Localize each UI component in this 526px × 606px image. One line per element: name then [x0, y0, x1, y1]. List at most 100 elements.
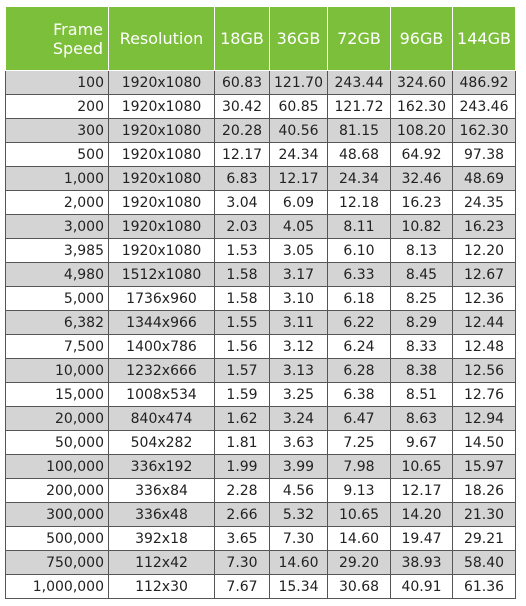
resolution-cell: 1232x666 — [108, 358, 215, 383]
record-time-cell: 1.81 — [214, 430, 270, 455]
record-time-cell: 12.76 — [452, 382, 516, 407]
table-row: 2,000 1920x1080 3.04 6.09 12.18 16.23 24.35 — [5, 190, 516, 215]
record-time-cell: 6.24 — [327, 334, 391, 359]
record-time-cell: 6.10 — [327, 238, 391, 263]
resolution-cell: 1512x1080 — [108, 262, 215, 287]
frame-speed-cell: 2,000 — [5, 190, 109, 215]
record-time-cell: 9.13 — [327, 478, 391, 503]
record-time-cell: 40.56 — [269, 118, 328, 143]
table-row: 20,000 840x474 1.62 3.24 6.47 8.63 12.94 — [5, 406, 516, 431]
resolution-cell: 1920x1080 — [108, 166, 215, 191]
record-time-cell: 3.99 — [269, 454, 328, 479]
record-time-cell: 6.33 — [327, 262, 391, 287]
record-time-cell: 2.28 — [214, 478, 270, 503]
record-time-cell: 32.46 — [390, 166, 453, 191]
record-time-cell: 8.25 — [390, 286, 453, 311]
record-time-cell: 3.17 — [269, 262, 328, 287]
record-time-cell: 40.91 — [390, 574, 453, 599]
record-time-cell: 6.38 — [327, 382, 391, 407]
record-time-cell: 14.20 — [390, 502, 453, 527]
record-time-cell: 48.69 — [452, 166, 516, 191]
col-144gb-header: 144GB — [452, 6, 516, 71]
record-time-cell: 15.97 — [452, 454, 516, 479]
record-time-cell: 7.67 — [214, 574, 270, 599]
record-time-cell: 486.92 — [452, 70, 516, 95]
col-18gb-header: 18GB — [214, 6, 270, 71]
record-time-cell: 58.40 — [452, 550, 516, 575]
record-time-cell: 24.35 — [452, 190, 516, 215]
record-time-cell: 1.53 — [214, 238, 270, 263]
record-time-cell: 30.68 — [327, 574, 391, 599]
record-time-cell: 7.98 — [327, 454, 391, 479]
record-time-table: Frame Speed Resolution 18GB 36GB 72GB 96GB 144G… — [5, 6, 516, 599]
record-time-cell: 1.59 — [214, 382, 270, 407]
record-time-cell: 3.05 — [269, 238, 328, 263]
frame-speed-cell: 200 — [5, 94, 109, 119]
record-time-cell: 10.65 — [327, 502, 391, 527]
frame-speed-header: Frame Speed — [5, 6, 109, 71]
record-time-cell: 2.03 — [214, 214, 270, 239]
record-time-cell: 14.60 — [269, 550, 328, 575]
table-row: 4,980 1512x1080 1.58 3.17 6.33 8.45 12.67 — [5, 262, 516, 287]
record-time-cell: 4.56 — [269, 478, 328, 503]
frame-speed-cell: 300 — [5, 118, 109, 143]
record-time-cell: 243.46 — [452, 94, 516, 119]
record-time-cell: 1.58 — [214, 262, 270, 287]
header-row: Frame Speed Resolution 18GB 36GB 72GB 96GB 144G… — [5, 6, 516, 71]
record-time-cell: 3.13 — [269, 358, 328, 383]
frame-speed-cell: 500,000 — [5, 526, 109, 551]
table-row: 5,000 1736x960 1.58 3.10 6.18 8.25 12.36 — [5, 286, 516, 311]
col-36gb-header: 36GB — [269, 6, 328, 71]
resolution-cell: 1920x1080 — [108, 190, 215, 215]
record-time-cell: 2.66 — [214, 502, 270, 527]
record-time-cell: 3.04 — [214, 190, 270, 215]
frame-speed-cell: 3,000 — [5, 214, 109, 239]
table-row: 750,000 112x42 7.30 14.60 29.20 38.93 58.40 — [5, 550, 516, 575]
record-time-cell: 29.21 — [452, 526, 516, 551]
record-time-cell: 12.56 — [452, 358, 516, 383]
record-time-cell: 12.17 — [390, 478, 453, 503]
record-time-cell: 3.24 — [269, 406, 328, 431]
resolution-cell: 504x282 — [108, 430, 215, 455]
record-time-cell: 8.11 — [327, 214, 391, 239]
frame-speed-cell: 200,000 — [5, 478, 109, 503]
table-row: 300,000 336x48 2.66 5.32 10.65 14.20 21.30 — [5, 502, 516, 527]
record-time-cell: 97.38 — [452, 142, 516, 167]
record-time-cell: 6.18 — [327, 286, 391, 311]
col-72gb-header: 72GB — [327, 6, 391, 71]
resolution-cell: 1008x534 — [108, 382, 215, 407]
record-time-cell: 20.28 — [214, 118, 270, 143]
table-row: 500,000 392x18 3.65 7.30 14.60 19.47 29.21 — [5, 526, 516, 551]
record-time-cell: 12.67 — [452, 262, 516, 287]
record-time-cell: 7.30 — [214, 550, 270, 575]
record-time-cell: 4.05 — [269, 214, 328, 239]
record-time-cell: 15.34 — [269, 574, 328, 599]
record-time-cell: 3.10 — [269, 286, 328, 311]
table-row: 50,000 504x282 1.81 3.63 7.25 9.67 14.50 — [5, 430, 516, 455]
record-time-cell: 8.33 — [390, 334, 453, 359]
record-time-cell: 12.20 — [452, 238, 516, 263]
record-time-cell: 3.65 — [214, 526, 270, 551]
frame-speed-cell: 300,000 — [5, 502, 109, 527]
table-row: 3,000 1920x1080 2.03 4.05 8.11 10.82 16.23 — [5, 214, 516, 239]
record-time-cell: 16.23 — [390, 190, 453, 215]
record-time-cell: 8.45 — [390, 262, 453, 287]
record-time-cell: 162.30 — [390, 94, 453, 119]
table-row: 300 1920x1080 20.28 40.56 81.15 108.20 162.30 — [5, 118, 516, 143]
frame-speed-cell: 15,000 — [5, 382, 109, 407]
resolution-cell: 392x18 — [108, 526, 215, 551]
resolution-cell: 1920x1080 — [108, 238, 215, 263]
col-96gb-header: 96GB — [390, 6, 453, 71]
resolution-cell: 1920x1080 — [108, 70, 215, 95]
table-row: 1,000 1920x1080 6.83 12.17 24.34 32.46 48.69 — [5, 166, 516, 191]
record-time-table-container: Frame Speed Resolution 18GB 36GB 72GB 96GB 144G… — [5, 6, 516, 599]
record-time-cell: 1.56 — [214, 334, 270, 359]
record-time-cell: 48.68 — [327, 142, 391, 167]
record-time-cell: 21.30 — [452, 502, 516, 527]
record-time-cell: 7.30 — [269, 526, 328, 551]
resolution-cell: 1920x1080 — [108, 94, 215, 119]
resolution-cell: 1920x1080 — [108, 142, 215, 167]
frame-speed-cell: 1,000,000 — [5, 574, 109, 599]
record-time-cell: 24.34 — [269, 142, 328, 167]
record-time-cell: 5.32 — [269, 502, 328, 527]
